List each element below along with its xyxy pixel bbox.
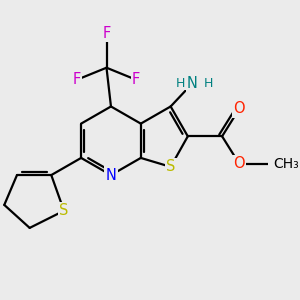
Text: H: H <box>204 77 214 90</box>
Text: CH₃: CH₃ <box>274 157 299 171</box>
Text: O: O <box>233 156 245 171</box>
Text: N: N <box>106 168 116 183</box>
Text: H: H <box>176 77 186 90</box>
Text: F: F <box>102 26 111 41</box>
Text: N: N <box>187 76 198 91</box>
Text: O: O <box>233 101 245 116</box>
Text: F: F <box>132 72 140 87</box>
Text: S: S <box>59 203 69 218</box>
Text: F: F <box>73 72 81 87</box>
Text: S: S <box>166 159 175 174</box>
